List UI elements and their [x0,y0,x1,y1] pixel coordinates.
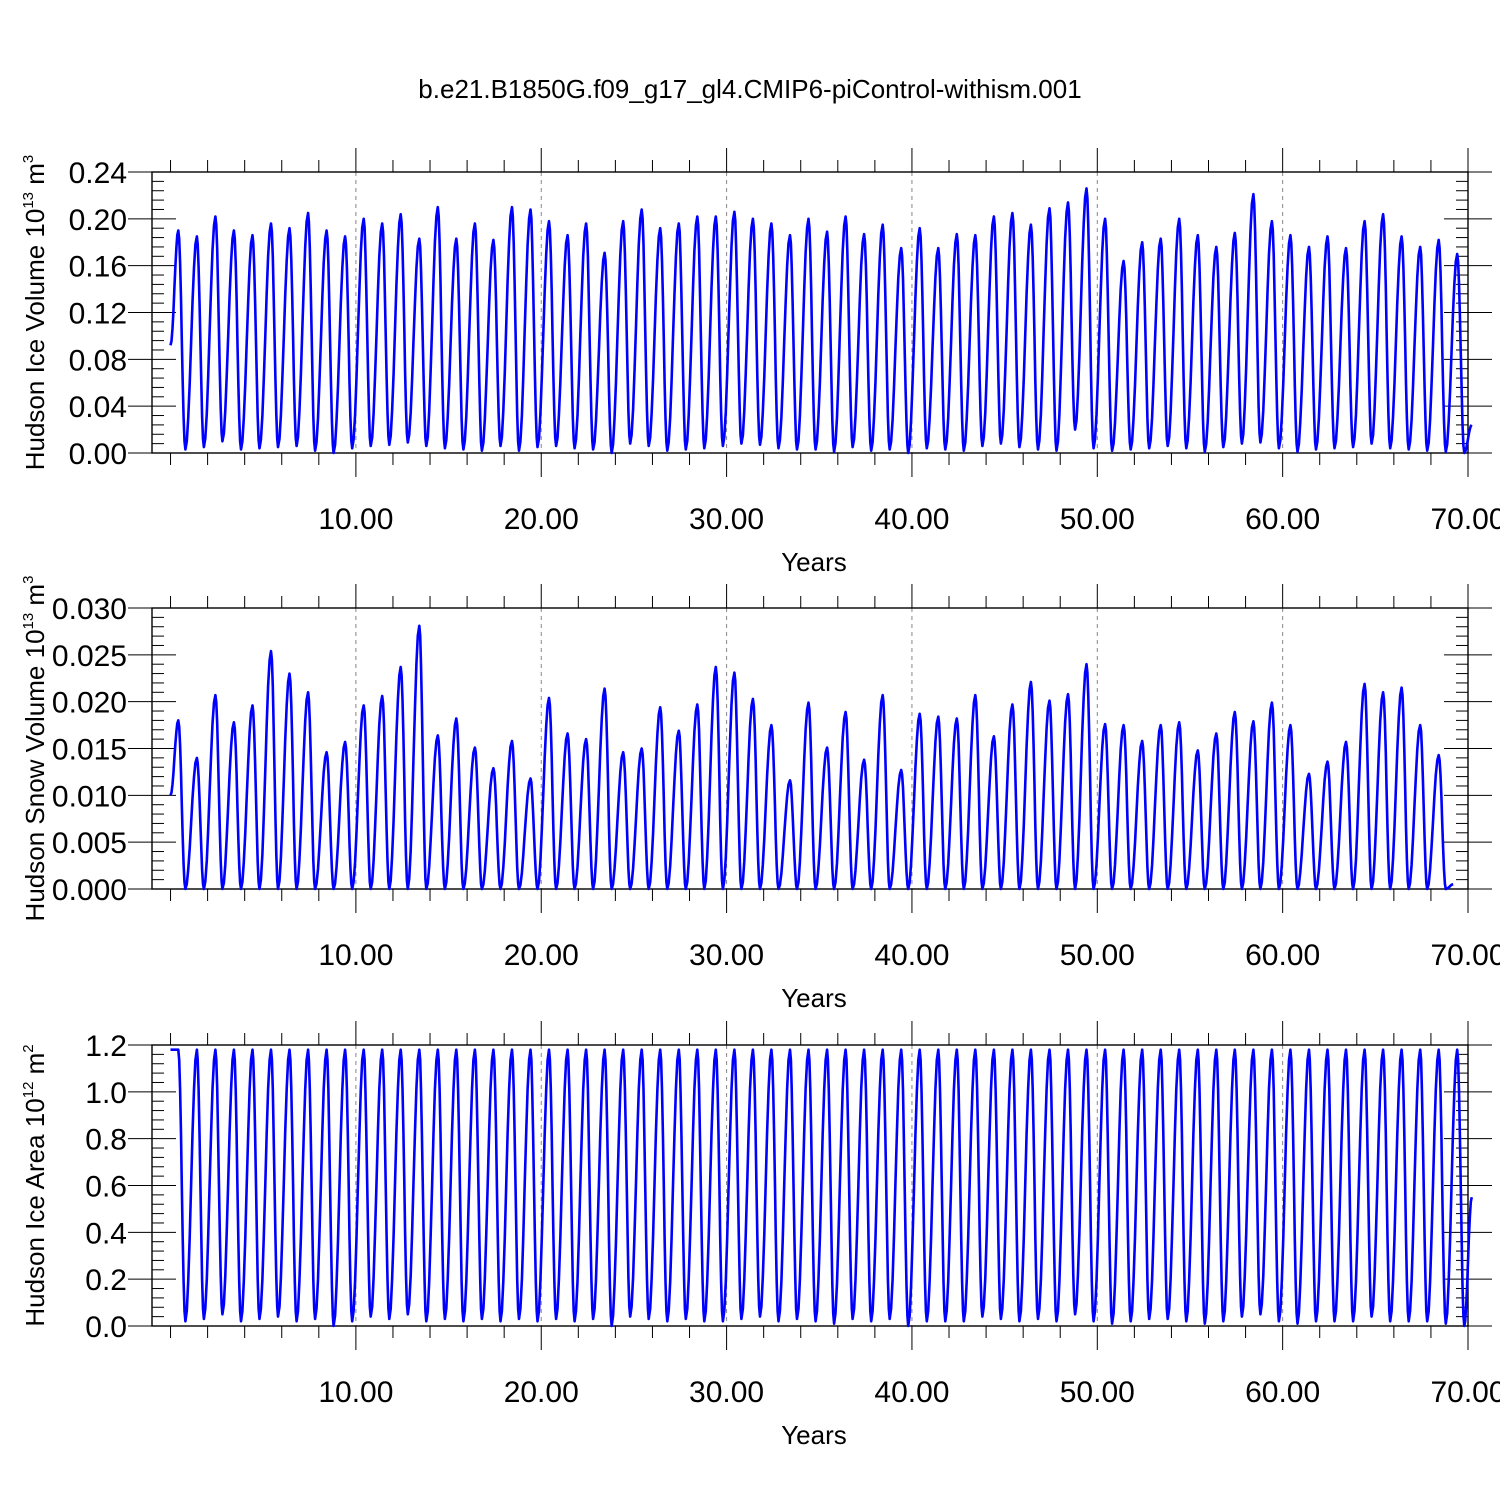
y-tick-label: 0.010 [52,780,127,813]
y-axis-title-text: Hudson Ice Area 10 [20,1098,50,1326]
y-axis-title-superscript: 12 [20,1082,37,1099]
x-tick-label: 10.00 [318,1376,393,1409]
x-tick-label: 10.00 [318,939,393,972]
y-axis-title-superscript: 3 [20,155,37,163]
y-tick-label: 0.00 [69,438,127,471]
y-tick-label: 0.12 [69,298,127,331]
x-tick-label: 20.00 [504,503,579,536]
x-tick-label: 70.00 [1430,1376,1500,1409]
y-tick-label: 0.030 [52,593,127,626]
x-tick-label: 60.00 [1245,939,1320,972]
y-tick-label: 0.015 [52,734,127,767]
x-tick-label: 20.00 [504,1376,579,1409]
chart-title: b.e21.B1850G.f09_g17_gl4.CMIP6-piControl… [418,74,1082,104]
x-axis-title: Years [781,1420,847,1450]
x-tick-label: 40.00 [874,503,949,536]
y-axis-title-text: m [20,584,50,613]
x-tick-label: 40.00 [874,1376,949,1409]
x-tick-label: 30.00 [689,503,764,536]
y-tick-label: 0.000 [52,874,127,907]
y-axis-title-text: Hudson Snow Volume 10 [20,629,50,921]
y-axis-title-text: m [20,1053,50,1082]
series-line [169,624,1454,891]
y-tick-label: 1.0 [85,1077,127,1110]
panel-snow-volume: 0.000 0.005 0.010 0.015 0.020 0.025 0.030 10.00… [20,576,1500,1013]
y-axis-title: Hudson Ice Volume 1013 m3 [20,155,50,471]
x-tick-label: 60.00 [1245,1376,1320,1409]
y-axis-title-superscript: 3 [20,576,37,584]
y-tick-label: 1.2 [85,1030,127,1063]
x-tick-label: 70.00 [1430,503,1500,536]
y-tick-label: 0.025 [52,640,127,673]
y-tick-label: 0.08 [69,344,127,377]
y-axis-title-superscript: 2 [20,1044,37,1052]
x-tick-label: 70.00 [1430,939,1500,972]
x-tick-label: 60.00 [1245,503,1320,536]
x-axis-title: Years [781,983,847,1013]
x-tick-label: 30.00 [689,1376,764,1409]
x-tick-label: 50.00 [1060,503,1135,536]
y-tick-label: 0.005 [52,827,127,860]
series-line [170,1048,1473,1328]
y-tick-label: 0.020 [52,687,127,720]
y-tick-label: 0.8 [85,1124,127,1157]
y-tick-label: 0.16 [69,251,127,284]
y-axis-title-text: Hudson Ice Volume 10 [20,209,50,471]
x-tick-label: 40.00 [874,939,949,972]
y-axis-title-superscript: 13 [20,192,37,209]
panel-ice-volume: 0.00 0.04 0.08 0.12 0.16 0.20 0.24 10.00 20.00 30… [20,148,1500,577]
y-tick-label: 0.0 [85,1311,127,1344]
y-tick-label: 0.24 [69,157,127,190]
panel-ice-area: 0.0 0.2 0.4 0.6 0.8 1.0 1.2 10.00 20.00 30.00 40.0… [20,1021,1500,1450]
y-axis-title: Hudson Snow Volume 1013 m3 [20,576,50,922]
x-tick-label: 10.00 [318,503,393,536]
y-axis-title: Hudson Ice Area 1012 m2 [20,1044,50,1326]
x-tick-label: 50.00 [1060,1376,1135,1409]
y-tick-label: 0.6 [85,1171,127,1204]
x-tick-label: 20.00 [504,939,579,972]
y-tick-label: 0.2 [85,1264,127,1297]
x-tick-label: 30.00 [689,939,764,972]
y-tick-label: 0.04 [69,391,127,424]
x-tick-label: 50.00 [1060,939,1135,972]
y-tick-label: 0.20 [69,204,127,237]
y-axis-title-text: m [20,163,50,192]
x-axis-title: Years [781,547,847,577]
y-axis-title-superscript: 13 [20,613,37,630]
series-line [169,187,1473,455]
y-tick-label: 0.4 [85,1217,127,1250]
